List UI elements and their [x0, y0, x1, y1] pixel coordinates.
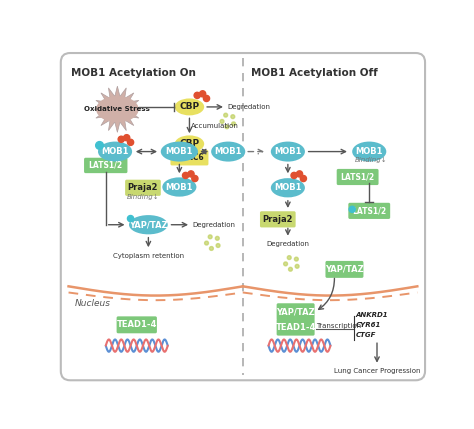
Text: LATS1/2: LATS1/2	[352, 206, 386, 215]
Ellipse shape	[175, 136, 204, 152]
Circle shape	[296, 171, 302, 177]
Text: Praja2: Praja2	[263, 215, 293, 224]
Text: Nucleus: Nucleus	[75, 299, 111, 308]
Text: CYR61: CYR61	[356, 322, 381, 328]
Text: MOB1: MOB1	[274, 183, 301, 192]
Polygon shape	[94, 86, 141, 132]
Text: MOB1: MOB1	[101, 147, 129, 156]
Circle shape	[232, 122, 236, 126]
Circle shape	[128, 215, 134, 222]
FancyBboxPatch shape	[125, 180, 161, 196]
FancyBboxPatch shape	[171, 150, 209, 166]
Text: CTGF: CTGF	[356, 332, 376, 338]
Ellipse shape	[161, 142, 198, 162]
FancyBboxPatch shape	[337, 169, 379, 185]
Circle shape	[220, 120, 224, 124]
Text: Degredation: Degredation	[192, 222, 236, 228]
Text: MOB1: MOB1	[356, 147, 383, 156]
Text: MOB1 Acetylation On: MOB1 Acetylation On	[71, 68, 196, 79]
Ellipse shape	[162, 177, 196, 196]
Circle shape	[231, 115, 235, 118]
FancyBboxPatch shape	[277, 319, 315, 335]
Text: YAP/TAZ: YAP/TAZ	[129, 220, 168, 229]
Circle shape	[124, 135, 130, 141]
Text: Cytoplasm retention: Cytoplasm retention	[113, 253, 184, 259]
Text: MOB1 Acetylation Off: MOB1 Acetylation Off	[251, 68, 378, 79]
Circle shape	[215, 236, 219, 240]
Circle shape	[208, 235, 212, 239]
FancyBboxPatch shape	[117, 316, 157, 333]
Text: Lung Cancer Progression: Lung Cancer Progression	[334, 369, 420, 375]
Text: HDAC6: HDAC6	[174, 153, 204, 162]
FancyBboxPatch shape	[61, 53, 425, 380]
Ellipse shape	[129, 215, 168, 234]
Circle shape	[192, 175, 198, 181]
Text: Degredation: Degredation	[266, 241, 310, 247]
Text: MOB1: MOB1	[214, 147, 242, 156]
Text: Degredation: Degredation	[228, 104, 271, 110]
Circle shape	[182, 172, 189, 178]
Ellipse shape	[352, 142, 386, 162]
Text: Oxidative Stress: Oxidative Stress	[84, 106, 150, 112]
Circle shape	[289, 267, 292, 271]
Text: YAP/TAZ: YAP/TAZ	[276, 307, 315, 316]
Ellipse shape	[271, 142, 305, 162]
Text: Praja2: Praja2	[128, 183, 158, 192]
Circle shape	[287, 256, 291, 260]
Circle shape	[294, 257, 298, 261]
Text: ANKRD1: ANKRD1	[356, 312, 388, 318]
FancyBboxPatch shape	[348, 203, 390, 219]
Text: MOB1: MOB1	[165, 147, 193, 156]
Circle shape	[300, 175, 307, 181]
Ellipse shape	[211, 142, 245, 162]
Circle shape	[188, 171, 194, 177]
Text: MOB1: MOB1	[165, 182, 193, 191]
Circle shape	[349, 206, 356, 212]
Text: Binding↓: Binding↓	[127, 194, 159, 200]
Text: LATS1/2: LATS1/2	[89, 161, 123, 170]
Circle shape	[283, 262, 288, 266]
Ellipse shape	[271, 178, 305, 197]
FancyBboxPatch shape	[326, 261, 364, 278]
Text: MOB1: MOB1	[274, 147, 301, 156]
Circle shape	[225, 125, 229, 129]
Ellipse shape	[175, 98, 204, 115]
Ellipse shape	[96, 96, 139, 122]
Text: CBP: CBP	[179, 103, 200, 112]
Text: Accumulation: Accumulation	[191, 123, 239, 129]
Circle shape	[216, 244, 220, 248]
Circle shape	[224, 113, 228, 117]
FancyBboxPatch shape	[277, 303, 315, 320]
Text: TEAD1-4: TEAD1-4	[117, 320, 157, 329]
Circle shape	[128, 139, 134, 145]
Circle shape	[205, 241, 209, 245]
Text: TEAD1-4: TEAD1-4	[275, 323, 316, 332]
Circle shape	[203, 95, 210, 102]
Circle shape	[210, 247, 213, 251]
FancyBboxPatch shape	[260, 211, 296, 227]
Text: YAP/TAZ: YAP/TAZ	[325, 265, 364, 274]
Text: CBP: CBP	[179, 139, 200, 148]
Circle shape	[295, 264, 299, 268]
Text: Binding↓: Binding↓	[355, 157, 387, 163]
Text: LATS1/2: LATS1/2	[340, 172, 374, 181]
Circle shape	[118, 136, 124, 142]
Circle shape	[200, 91, 206, 97]
Circle shape	[96, 142, 103, 149]
Text: Transcription: Transcription	[317, 323, 362, 329]
Circle shape	[194, 92, 201, 98]
Circle shape	[291, 172, 297, 178]
Ellipse shape	[98, 142, 132, 162]
FancyBboxPatch shape	[84, 158, 128, 173]
